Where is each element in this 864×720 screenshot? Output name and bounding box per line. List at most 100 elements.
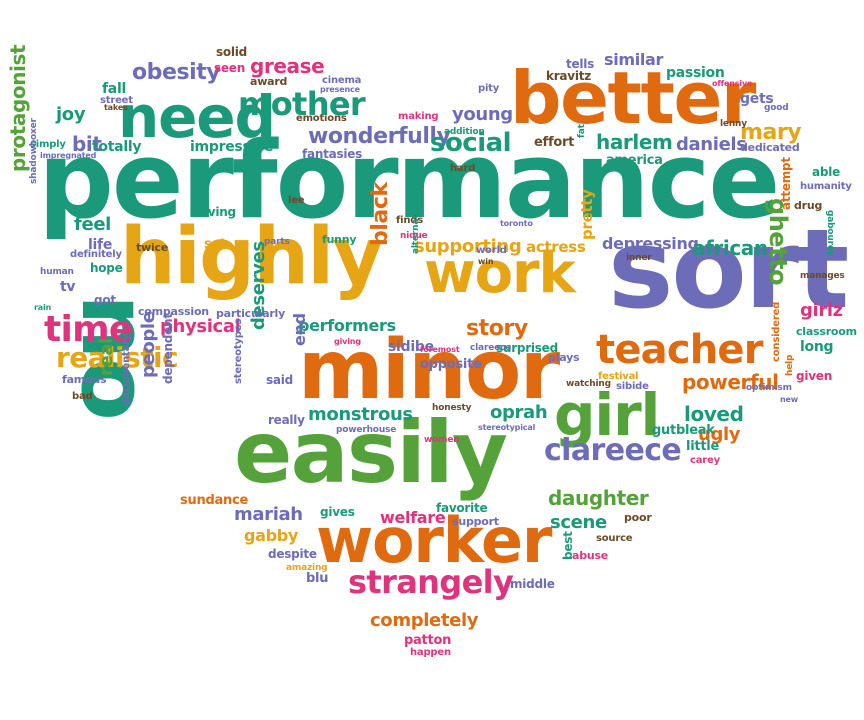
word: giving	[334, 337, 361, 346]
word: patton	[404, 633, 452, 648]
word: sibide	[616, 381, 649, 392]
word: opposite	[420, 357, 482, 372]
word: obesity	[132, 60, 221, 85]
word: harlem	[596, 130, 673, 154]
word: loved	[684, 402, 744, 426]
word: totally	[92, 139, 142, 155]
word: depressing	[602, 234, 699, 253]
word: watching	[566, 379, 611, 389]
word: drug	[794, 199, 823, 212]
word: ugly	[698, 424, 741, 445]
word: young	[452, 104, 513, 125]
word: best	[561, 531, 575, 560]
word: optimism	[746, 383, 792, 393]
word: considered	[771, 301, 782, 362]
word: social	[430, 128, 512, 158]
word: toronto	[500, 219, 533, 228]
word: sort	[608, 205, 849, 333]
word: festival	[598, 371, 639, 382]
word: impregnated	[40, 151, 97, 160]
word: humanity	[800, 181, 852, 192]
word: long	[800, 339, 834, 355]
word: poor	[624, 511, 652, 524]
word: feel	[74, 214, 111, 235]
word: plays	[548, 351, 580, 364]
word: blu	[306, 571, 329, 586]
word: gabby	[244, 526, 298, 545]
word: particularly	[216, 307, 286, 320]
word: joy	[56, 104, 86, 125]
word: fall	[102, 81, 127, 97]
word: gets	[740, 91, 774, 107]
word: set	[204, 237, 226, 252]
word: actress	[526, 238, 586, 256]
word: fat	[577, 124, 587, 138]
word: carey	[690, 455, 720, 466]
word: definitely	[70, 249, 122, 260]
word: wonderfully	[308, 124, 451, 149]
word: nique	[400, 231, 428, 241]
word: bleak	[676, 423, 715, 438]
word: dependent	[161, 313, 175, 384]
word: able	[812, 165, 840, 179]
word: attempt	[779, 157, 793, 210]
word: end	[290, 313, 309, 346]
word: gives	[320, 505, 355, 519]
word: daniels	[676, 134, 747, 155]
word: solid	[216, 45, 248, 59]
word: rain	[34, 303, 52, 312]
word: happen	[410, 647, 451, 658]
word: mary	[740, 120, 802, 145]
word: classroom	[796, 325, 857, 338]
word: time	[44, 309, 133, 350]
word: twice	[136, 241, 169, 254]
word: world	[476, 245, 507, 256]
word: physical	[160, 316, 241, 337]
word: effort	[534, 135, 575, 150]
word: presence	[320, 85, 360, 94]
word: lenny	[720, 119, 747, 129]
word: middle	[510, 577, 555, 591]
word: new	[780, 395, 799, 404]
word: protagonist	[6, 44, 30, 172]
word: said	[266, 373, 293, 387]
word: monstrous	[308, 404, 413, 425]
word: role	[619, 99, 628, 116]
word: good	[764, 103, 789, 113]
word: story	[466, 316, 528, 341]
word: dedicated	[740, 141, 800, 154]
word: stereotypical	[478, 423, 536, 432]
word: manages	[800, 271, 845, 281]
word: tells	[566, 57, 595, 71]
word: given	[796, 369, 833, 383]
word: hard	[450, 163, 476, 174]
word: powerhouse	[336, 425, 397, 435]
word: documentary	[121, 333, 132, 406]
word: source	[596, 533, 633, 544]
word: impressive	[190, 139, 274, 155]
word: surprised	[496, 341, 558, 355]
word: passion	[666, 65, 725, 81]
word: powerful	[682, 370, 779, 394]
word: girl	[554, 381, 660, 449]
word: kravitz	[546, 69, 591, 83]
word: performance	[38, 119, 780, 242]
word: cinema	[322, 75, 362, 86]
word: honesty	[432, 403, 472, 413]
word: pretty	[578, 189, 596, 240]
word: compassion	[138, 305, 209, 318]
word: grease	[250, 54, 325, 78]
word: street	[100, 95, 133, 106]
word: tv	[60, 279, 76, 295]
word: easily	[234, 403, 508, 503]
word: foremost	[420, 345, 460, 354]
word: addition	[444, 127, 485, 137]
word: completely	[370, 610, 479, 631]
word: emotions	[296, 113, 347, 124]
word: african	[692, 236, 768, 260]
word: mother	[238, 85, 366, 123]
word: stereotypes	[233, 318, 244, 384]
word: supporting	[414, 236, 522, 257]
word: gut	[652, 423, 676, 438]
